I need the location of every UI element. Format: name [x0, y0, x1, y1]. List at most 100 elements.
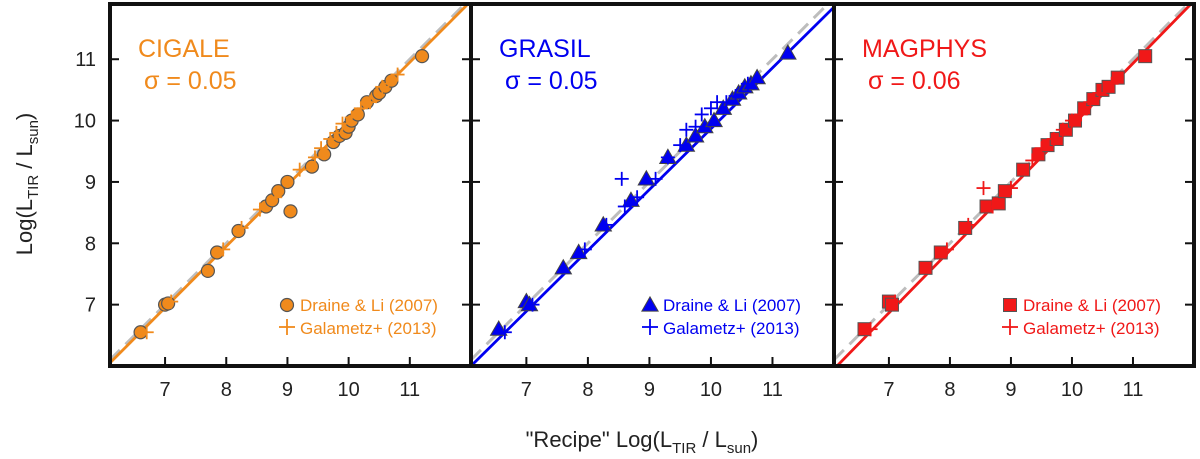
x-tick-label: 10	[1061, 379, 1083, 401]
panels: 7 8 9 10 11 7 8 9 10 11 CIGALE σ = 0.05 Draine & Li …	[74, 2, 1196, 401]
data-point-draine-li	[997, 184, 1012, 199]
data-point-galametz	[375, 79, 390, 94]
data-point-draine-li	[748, 68, 767, 85]
data-point-galametz	[314, 141, 329, 156]
sigma-label: σ = 0.05	[144, 67, 237, 95]
x-tick-label: 9	[644, 379, 655, 401]
data-point-galametz	[1092, 85, 1107, 100]
data-point-galametz	[497, 325, 512, 340]
data-point-galametz	[335, 116, 350, 131]
data-point-galametz	[252, 202, 267, 217]
panel-grasil: 7 8 9 10 11 GRASIL σ = 0.05 Draine & Li (2007) G…	[469, 2, 836, 401]
panel-title: MAGPHYS	[862, 35, 987, 63]
data-point-draine-li	[200, 263, 215, 278]
panel-cigale: 7 8 9 10 11 7 8 9 10 11 CIGALE σ = 0.05 Draine & Li …	[74, 2, 473, 401]
plot-area	[834, 4, 1193, 366]
data-point-galametz	[1046, 131, 1061, 146]
data-point-draine-li	[714, 99, 733, 115]
data-point-galametz	[694, 107, 709, 122]
data-point-draine-li	[304, 159, 320, 174]
x-tick-label: 11	[762, 379, 783, 401]
data-point-galametz	[617, 199, 632, 214]
data-point-galametz	[577, 242, 592, 257]
data-point-galametz	[329, 125, 344, 140]
data-point-galametz	[1104, 76, 1119, 91]
data-point-galametz	[164, 294, 179, 309]
data-point-galametz	[1074, 107, 1089, 122]
legend-marker-draine-li	[641, 295, 659, 312]
data-point-galametz	[216, 242, 231, 257]
data-point-galametz	[648, 171, 663, 186]
data-point-galametz	[728, 89, 743, 104]
data-point-galametz	[679, 122, 694, 137]
x-tick-label: 11	[399, 379, 420, 401]
legend-marker-draine-li	[1003, 298, 1017, 312]
plot-area	[110, 4, 470, 364]
data-point-draine-li	[280, 174, 295, 190]
data-point-draine-li	[1110, 70, 1125, 85]
panel-frame	[832, 2, 1196, 368]
legend-label: Draine & Li (2007)	[663, 296, 801, 315]
legend-label: Galametz+ (2013)	[300, 319, 437, 338]
data-point-galametz	[614, 171, 629, 186]
data-point-galametz	[234, 220, 249, 235]
data-point-draine-li	[637, 169, 656, 186]
data-point-galametz	[323, 131, 338, 146]
data-point-galametz	[292, 162, 307, 177]
data-point-galametz	[307, 150, 322, 165]
x-tick-label: 8	[582, 379, 593, 401]
data-point-galametz	[719, 95, 734, 110]
x-tick-label: 7	[521, 379, 532, 401]
panel-title: CIGALE	[138, 35, 230, 63]
data-point-galametz	[381, 76, 396, 91]
x-tick-label: 8	[221, 379, 232, 401]
x-tick-label: 8	[944, 379, 955, 401]
data-point-galametz	[673, 138, 688, 153]
data-point-galametz	[688, 119, 703, 134]
data-point-galametz	[1064, 113, 1079, 128]
legend-label: Galametz+ (2013)	[1023, 319, 1160, 338]
sigma-label: σ = 0.06	[868, 67, 961, 95]
data-point-draine-li	[1016, 162, 1031, 177]
data-point-galametz	[1025, 153, 1040, 168]
data-point-galametz	[863, 322, 878, 337]
x-tick-label: 9	[1005, 379, 1016, 401]
panel-title: GRASIL	[499, 35, 591, 63]
data-point-draine-li	[991, 196, 1006, 211]
data-point-draine-li	[884, 297, 899, 312]
data-point-draine-li	[778, 43, 797, 60]
data-point-draine-li	[384, 73, 399, 88]
x-tick-label: 11	[1123, 379, 1144, 401]
legend-label: Galametz+ (2013)	[663, 319, 800, 338]
data-point-galametz	[1003, 181, 1018, 196]
one-to-one-line	[834, 4, 1191, 361]
one-to-one-line	[471, 4, 830, 361]
data-point-galametz	[599, 217, 614, 232]
plot-area	[471, 4, 834, 366]
data-point-galametz	[630, 190, 645, 205]
data-point-galametz	[985, 199, 1000, 214]
data-point-draine-li	[520, 295, 539, 312]
x-tick-label: 9	[282, 379, 293, 401]
data-point-galametz	[660, 150, 675, 165]
data-point-galametz	[363, 95, 378, 110]
data-point-galametz	[961, 217, 976, 232]
legend-marker-galametz	[642, 319, 658, 335]
sigma-label: σ = 0.05	[505, 67, 598, 95]
y-axis-label: Log(LTIR / Lsun)	[12, 113, 42, 256]
data-point-draine-li	[569, 243, 588, 260]
panel-magphys: 7 8 9 10 11 MAGPHYS σ = 0.06 Draine & Li (2007)…	[832, 2, 1196, 401]
data-point-draine-li	[1138, 49, 1153, 64]
legend-label: Draine & Li (2007)	[300, 296, 438, 315]
data-point-galametz	[976, 181, 991, 196]
legend-label: Draine & Li (2007)	[1023, 296, 1161, 315]
data-point-galametz	[740, 76, 755, 91]
data-point-draine-li	[705, 111, 724, 128]
y-tick-label: 10	[74, 111, 96, 133]
legend-marker-draine-li	[279, 297, 295, 313]
data-point-draine-li	[933, 245, 948, 260]
data-point-galametz	[703, 101, 718, 116]
data-point-draine-li	[231, 223, 246, 239]
data-point-galametz	[888, 294, 903, 309]
